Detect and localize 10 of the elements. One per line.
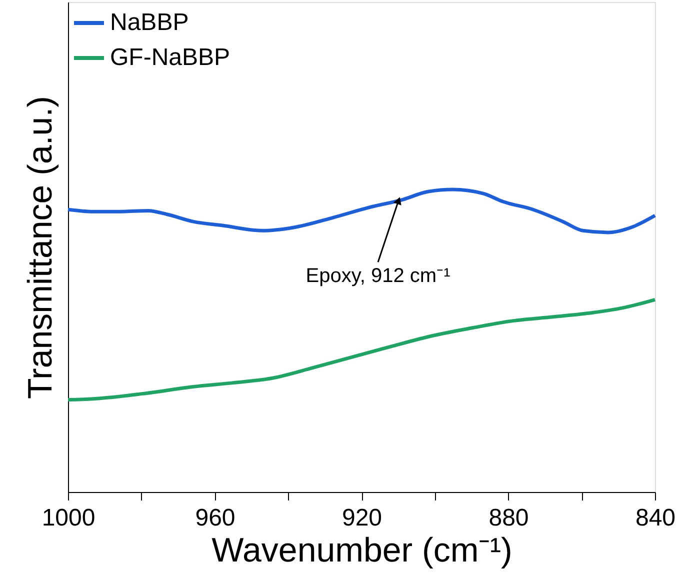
x-tick-label: 960 [195, 504, 236, 532]
x-axis-title: Wavenumber (cm⁻¹) [212, 532, 512, 570]
x-tick-label: 840 [635, 504, 676, 532]
legend-label: GF-NaBBP [110, 44, 230, 71]
annotation: Epoxy, 912 cm⁻¹ [306, 265, 451, 288]
x-tick-label: 880 [488, 504, 529, 532]
legend-label: NaBBP [110, 9, 189, 36]
x-tick-label: 920 [342, 504, 382, 532]
y-axis-title: Transmittance (a.u.) [22, 96, 60, 399]
x-tick-label: 1000 [42, 504, 96, 532]
